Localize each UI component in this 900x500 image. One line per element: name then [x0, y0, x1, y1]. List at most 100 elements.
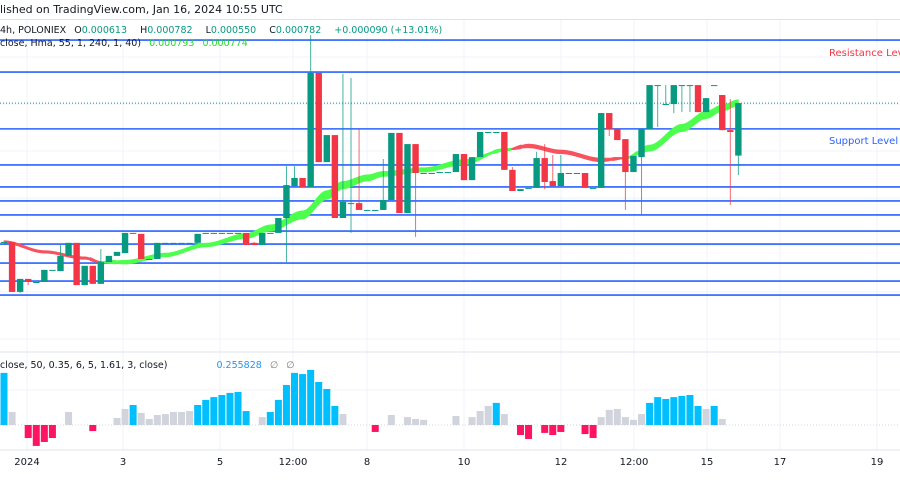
- candle-body[interactable]: [710, 85, 718, 87]
- candle-body[interactable]: [444, 172, 452, 174]
- candle-body[interactable]: [420, 172, 427, 174]
- candle-body[interactable]: [315, 72, 322, 163]
- candle-body[interactable]: [16, 278, 24, 292]
- candle-body[interactable]: [719, 95, 726, 131]
- candle-body[interactable]: [33, 281, 40, 283]
- candle-body[interactable]: [89, 265, 96, 284]
- candle-body[interactable]: [129, 232, 137, 234]
- candle-body[interactable]: [154, 242, 161, 260]
- candle-body[interactable]: [646, 85, 653, 129]
- candle-body[interactable]: [517, 189, 524, 191]
- candle-body[interactable]: [291, 177, 298, 187]
- candle-body[interactable]: [501, 131, 508, 170]
- candle-body[interactable]: [606, 113, 613, 129]
- candle-body[interactable]: [404, 144, 411, 214]
- candle-body[interactable]: [210, 232, 218, 234]
- candle-body[interactable]: [323, 135, 330, 163]
- candle-body[interactable]: [162, 242, 169, 244]
- candle-body[interactable]: [339, 201, 347, 219]
- candle-body[interactable]: [186, 242, 193, 244]
- hma-ribbon-segment: [201, 242, 205, 248]
- candle-body[interactable]: [259, 232, 266, 246]
- candle-body[interactable]: [226, 232, 234, 234]
- candle-body[interactable]: [113, 251, 121, 256]
- candle-body[interactable]: [428, 172, 435, 174]
- candle-body[interactable]: [686, 85, 694, 87]
- candle-body[interactable]: [0, 241, 8, 243]
- candle-body[interactable]: [218, 232, 226, 234]
- candle-body[interactable]: [694, 85, 702, 113]
- candle-body[interactable]: [549, 181, 556, 187]
- candle-body[interactable]: [299, 177, 306, 187]
- candle-body[interactable]: [638, 128, 645, 158]
- candle-body[interactable]: [476, 131, 484, 158]
- candle-body[interactable]: [589, 187, 597, 189]
- candle-body[interactable]: [97, 262, 105, 284]
- candle-body[interactable]: [525, 187, 532, 189]
- candle-body[interactable]: [735, 103, 742, 156]
- hma-legend[interactable]: close, Hma, 55, 1, 240, 1, 40) 0.000793 …: [0, 38, 253, 49]
- oscillator-bar: [121, 408, 129, 425]
- candle-body[interactable]: [573, 172, 581, 174]
- candle-body[interactable]: [380, 200, 387, 210]
- candle-body[interactable]: [727, 130, 734, 132]
- candle-body[interactable]: [630, 155, 637, 173]
- candle-body[interactable]: [49, 269, 56, 271]
- candle-body[interactable]: [388, 132, 395, 200]
- candle-body[interactable]: [372, 209, 379, 211]
- candle-body[interactable]: [242, 232, 250, 246]
- candle-body[interactable]: [485, 131, 492, 133]
- candle-body[interactable]: [396, 132, 403, 214]
- candle-body[interactable]: [170, 242, 177, 244]
- oscillator-legend[interactable]: close, 50, 0.35, 6, 5, 1.61, 3, close) 0…: [0, 360, 299, 371]
- candle-body[interactable]: [283, 185, 290, 219]
- candle-body[interactable]: [533, 158, 540, 188]
- candle-body[interactable]: [581, 172, 589, 188]
- candle-body[interactable]: [355, 203, 363, 210]
- candle-body[interactable]: [267, 232, 274, 234]
- candle-body[interactable]: [121, 232, 129, 254]
- candle-body[interactable]: [73, 242, 80, 286]
- candle-body[interactable]: [509, 169, 516, 191]
- candle-body[interactable]: [194, 233, 201, 243]
- oscillator-bar: [500, 414, 508, 425]
- candle-body[interactable]: [678, 85, 686, 87]
- candle-body[interactable]: [41, 269, 48, 282]
- candle-body[interactable]: [275, 218, 282, 233]
- candle-body[interactable]: [250, 242, 258, 246]
- candle-body[interactable]: [614, 128, 621, 141]
- candle-body[interactable]: [557, 172, 565, 187]
- candle-body[interactable]: [307, 72, 314, 187]
- candle-body[interactable]: [670, 85, 678, 105]
- candle-body[interactable]: [146, 259, 153, 261]
- candle-body[interactable]: [331, 135, 339, 219]
- candle-body[interactable]: [565, 172, 573, 174]
- candle-body[interactable]: [137, 233, 145, 260]
- candle-body[interactable]: [363, 209, 371, 211]
- candle-body[interactable]: [202, 232, 209, 234]
- candle-body[interactable]: [347, 203, 355, 205]
- candle-body[interactable]: [25, 278, 32, 282]
- candle-body[interactable]: [81, 265, 88, 286]
- candle-body[interactable]: [622, 139, 629, 173]
- candle-body[interactable]: [452, 154, 460, 173]
- candle-body[interactable]: [8, 241, 16, 292]
- candle-body[interactable]: [65, 242, 72, 256]
- candle-body[interactable]: [662, 104, 669, 106]
- candle-body[interactable]: [57, 255, 64, 272]
- candle-body[interactable]: [234, 232, 242, 234]
- candle-body[interactable]: [702, 98, 710, 113]
- candle-body[interactable]: [105, 255, 113, 263]
- candle-body[interactable]: [541, 158, 548, 182]
- hma-ribbon-segment: [304, 208, 307, 220]
- candle-body[interactable]: [468, 157, 476, 181]
- candle-body[interactable]: [493, 131, 500, 133]
- hma-ribbon-segment: [326, 189, 330, 200]
- candle-body[interactable]: [460, 154, 468, 181]
- candle-body[interactable]: [654, 85, 661, 87]
- candle-body[interactable]: [412, 144, 419, 173]
- candle-body[interactable]: [178, 242, 185, 244]
- candle-body[interactable]: [436, 172, 443, 174]
- candle-body[interactable]: [597, 113, 605, 188]
